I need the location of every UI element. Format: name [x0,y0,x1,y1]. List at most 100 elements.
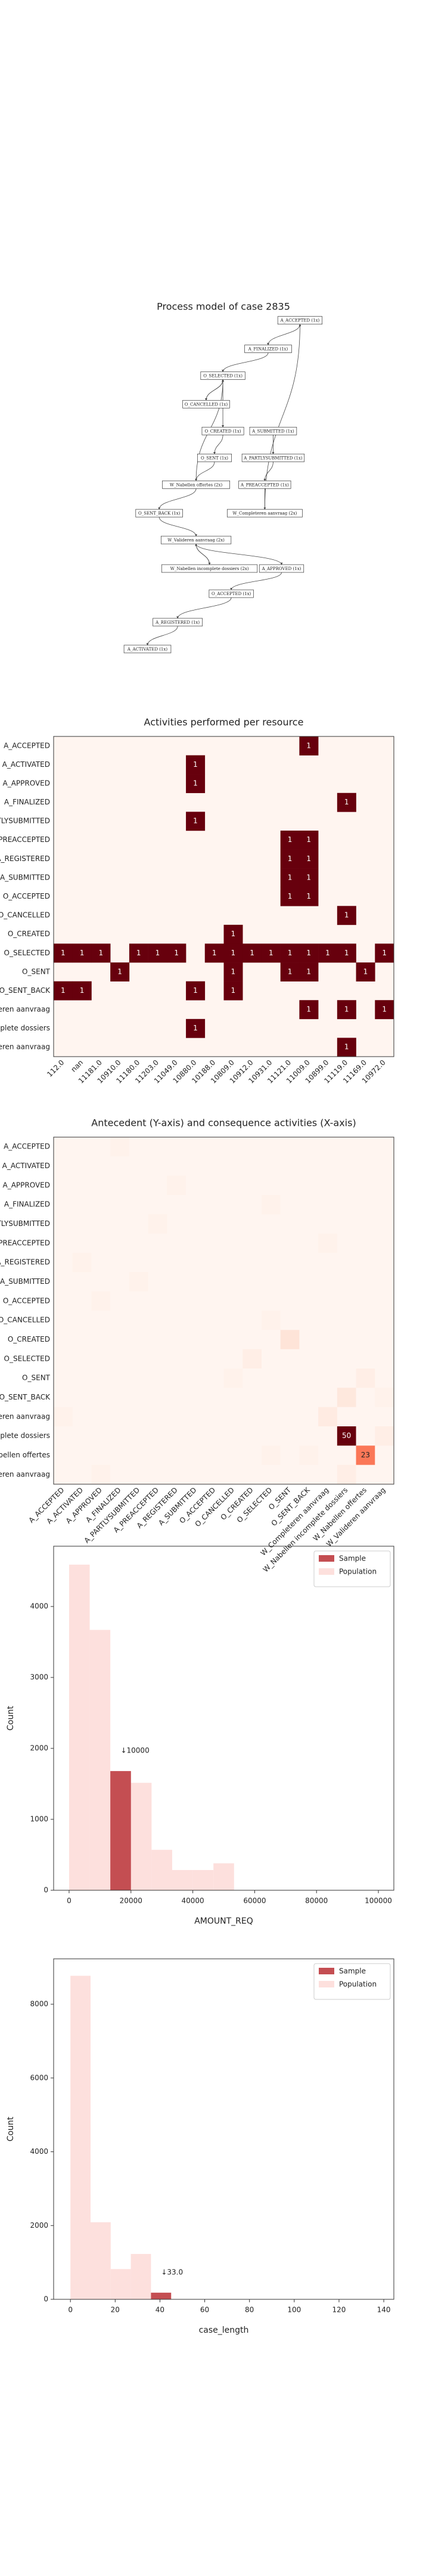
heatmap-cell [356,1311,375,1330]
annotation: ↓33.0 [161,2268,183,2276]
y-tick-label: A_ACCEPTED [4,741,50,750]
heatmap-cell [129,1272,148,1292]
heatmap-cell [299,1214,319,1234]
heatmap-cell [91,1175,111,1196]
heatmap-cell [91,1272,111,1292]
heatmap-cell [356,1349,375,1369]
heatmap-cell [204,1233,224,1253]
heatmap-cell [110,1330,130,1349]
node-box [249,426,297,435]
heatmap-cell [167,1175,186,1196]
heatmap-cell [243,1291,262,1311]
y-tick-label: W_Valideren aanvraag [0,1043,50,1051]
heatmap-cell [280,1465,300,1485]
y-tick-label: 4000 [30,1602,48,1611]
heatmap-cell [243,1311,262,1330]
heatmap-cell [91,1349,111,1369]
edge [195,462,215,481]
node-box [259,564,304,573]
heatmap-cell [318,1175,338,1196]
cell-label: 1 [193,779,198,787]
heatmap-cell [223,1465,243,1485]
node-label: W_Nabellen incomplete dossiers (2x) [170,566,249,571]
heatmap-cell [375,1426,394,1446]
heatmap-cell [261,1214,281,1234]
edge [263,462,273,481]
edge [230,572,282,590]
heatmap-cell [356,1195,375,1215]
heatmap-cell [186,1018,206,1038]
heatmap-cell [204,1445,224,1465]
bar [130,1782,152,1890]
heatmap-cell [72,1311,92,1330]
heatmap-cell [72,1426,92,1446]
cell-label: 50 [342,1432,351,1440]
heatmap-cell [186,981,206,1001]
heatmap-cell [91,1195,111,1215]
y-tick-label: O_CANCELLED [0,1316,50,1324]
heatmap-cell [223,1388,243,1407]
heatmap-cell [356,1253,375,1272]
heatmap-cell [186,1156,206,1176]
heatmap-cell [375,1137,394,1157]
heatmap-cell [280,943,300,963]
y-tick-label: W_Nabellen offertes [0,1451,50,1459]
heatmap-cell [54,1137,73,1157]
chart-title: Activities performed per resource [144,717,304,728]
heatmap-cell [72,1445,92,1465]
heatmap-cell [72,1233,92,1253]
heatmap-cell [299,887,319,906]
heatmap-cell [299,849,319,869]
heatmap-cell [318,1330,338,1349]
heatmap-cell [337,1311,356,1330]
heatmap-cell [186,1253,206,1272]
heatmap-cell [223,1195,243,1215]
heatmap-cell [129,1368,148,1388]
heatmap-cell [318,1311,338,1330]
x-tick-label: 20000 [120,1897,142,1905]
bar [151,1850,172,1890]
cell-label: 1 [344,949,349,957]
node-label: O_CREATED (1x) [204,429,241,434]
heatmap-cell [356,1156,375,1176]
node-label: W_Nabellen offertes (2x) [170,482,223,487]
heatmap-cell [110,1465,130,1485]
heatmap-cell [280,1349,300,1369]
y-axis-label: Count [6,2116,15,2141]
heatmap-cell [204,1156,224,1176]
heatmap-cell [223,1311,243,1330]
heatmap-cell [54,1272,73,1292]
heatmap-cell [223,1368,243,1388]
heatmap-cell [337,1330,356,1349]
heatmap-cell [148,1214,167,1234]
heatmap-cell [148,1330,167,1349]
heatmap-cell [375,943,394,963]
node-box [200,371,245,380]
heatmap-cell [167,1272,186,1292]
heatmap-cell [299,1330,319,1349]
heatmap-cell [54,1368,73,1388]
heatmap-cell [356,1233,375,1253]
heatmap-cell [54,1407,73,1427]
y-tick-label: W_Nabellen incomplete dossiers [0,1432,50,1440]
node-box [209,589,254,598]
heatmap-cell [223,1156,243,1176]
heatmap-cell [72,1195,92,1215]
heatmap-cell [223,1349,243,1369]
heatmap-cell [280,1175,300,1196]
legend-label: Sample [339,1967,366,1976]
heatmap-cell [299,1388,319,1407]
cell-label: 1 [61,949,66,957]
heatmap-cell [148,1291,167,1311]
node-label: W_Valideren aanvraag (2x) [167,538,225,543]
heatmap-cell [186,1291,206,1311]
node-box [238,480,291,489]
heatmap-cell [223,981,243,1001]
heatmap-cell [110,1445,130,1465]
y-tick-label: A_FINALIZED [4,1200,50,1209]
heatmap-cell [261,1253,281,1272]
heatmap-cell [91,1407,111,1427]
cell-label: 1 [80,949,85,957]
heatmap-cell [148,1311,167,1330]
